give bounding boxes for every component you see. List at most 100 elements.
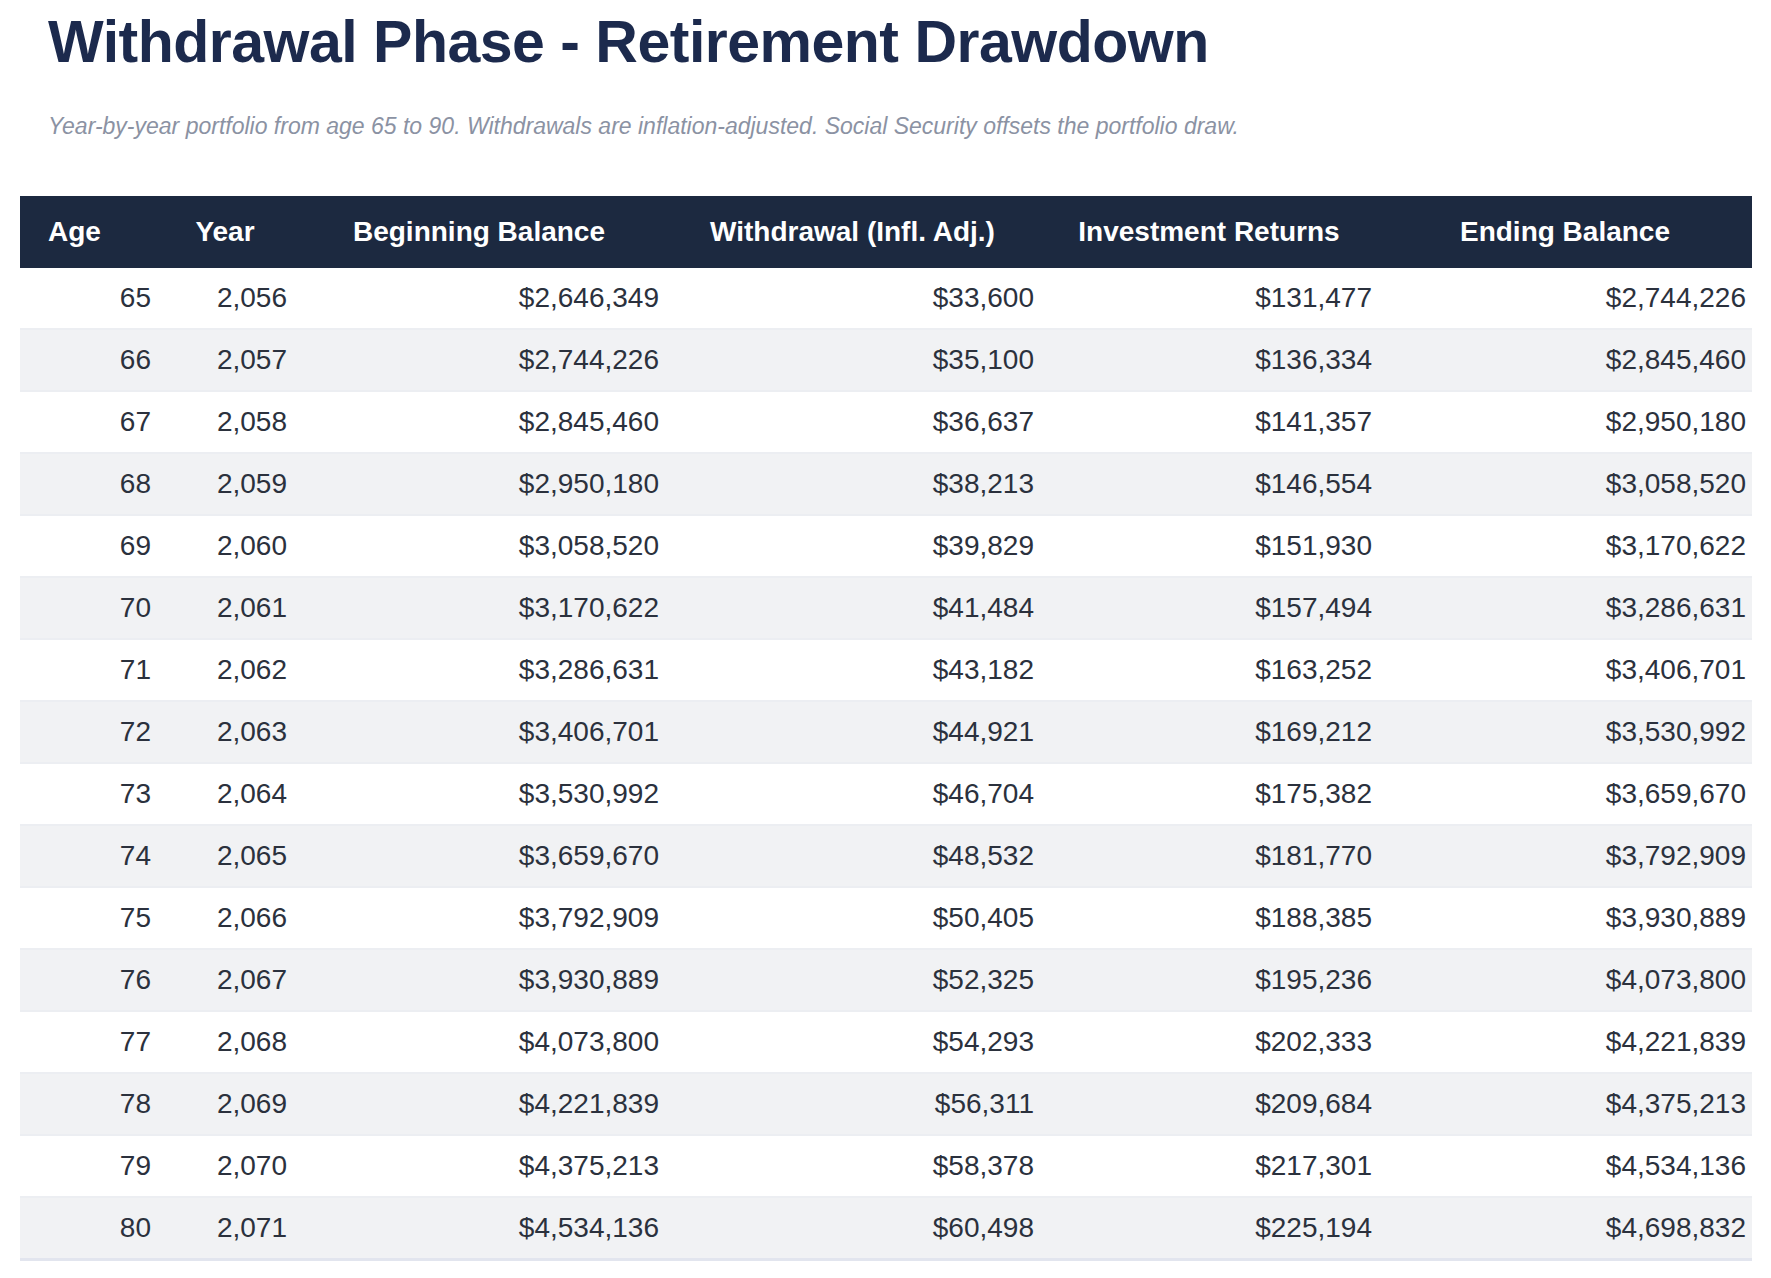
cell-withdrawal: $60,498 (665, 1197, 1040, 1260)
cell-ending-balance: $3,792,909 (1378, 825, 1752, 887)
cell-investment-returns: $188,385 (1040, 887, 1378, 949)
column-header-investment-returns: Investment Returns (1040, 196, 1378, 268)
cell-withdrawal: $44,921 (665, 701, 1040, 763)
cell-withdrawal: $41,484 (665, 577, 1040, 639)
cell-investment-returns: $202,333 (1040, 1011, 1378, 1073)
cell-withdrawal: $43,182 (665, 639, 1040, 701)
cell-age: 67 (20, 391, 157, 453)
cell-beginning-balance: $3,930,889 (293, 949, 665, 1011)
cell-year: 2,058 (157, 391, 293, 453)
table-row: 752,066$3,792,909$50,405$188,385$3,930,8… (20, 887, 1752, 949)
cell-age: 66 (20, 329, 157, 391)
cell-age: 73 (20, 763, 157, 825)
cell-beginning-balance: $3,406,701 (293, 701, 665, 763)
cell-ending-balance: $3,406,701 (1378, 639, 1752, 701)
cell-withdrawal: $58,378 (665, 1135, 1040, 1197)
cell-investment-returns: $141,357 (1040, 391, 1378, 453)
table-row: 782,069$4,221,839$56,311$209,684$4,375,2… (20, 1073, 1752, 1135)
cell-ending-balance: $2,950,180 (1378, 391, 1752, 453)
cell-withdrawal: $52,325 (665, 949, 1040, 1011)
table-row: 742,065$3,659,670$48,532$181,770$3,792,9… (20, 825, 1752, 887)
column-header-beginning-balance: Beginning Balance (293, 196, 665, 268)
cell-investment-returns: $163,252 (1040, 639, 1378, 701)
page-subtitle: Year-by-year portfolio from age 65 to 90… (48, 113, 1771, 139)
cell-year: 2,071 (157, 1197, 293, 1260)
cell-year: 2,057 (157, 329, 293, 391)
cell-year: 2,064 (157, 763, 293, 825)
cell-beginning-balance: $3,530,992 (293, 763, 665, 825)
cell-investment-returns: $136,334 (1040, 329, 1378, 391)
cell-investment-returns: $151,930 (1040, 515, 1378, 577)
cell-ending-balance: $3,170,622 (1378, 515, 1752, 577)
column-header-year: Year (157, 196, 293, 268)
cell-age: 74 (20, 825, 157, 887)
cell-year: 2,056 (157, 268, 293, 329)
cell-ending-balance: $4,073,800 (1378, 949, 1752, 1011)
page-title: Withdrawal Phase - Retirement Drawdown (0, 0, 1771, 75)
cell-ending-balance: $2,845,460 (1378, 329, 1752, 391)
cell-beginning-balance: $2,744,226 (293, 329, 665, 391)
cell-beginning-balance: $3,058,520 (293, 515, 665, 577)
cell-beginning-balance: $3,659,670 (293, 825, 665, 887)
cell-year: 2,059 (157, 453, 293, 515)
cell-age: 79 (20, 1135, 157, 1197)
cell-year: 2,063 (157, 701, 293, 763)
column-header-withdrawal: Withdrawal (Infl. Adj.) (665, 196, 1040, 268)
table-row: 712,062$3,286,631$43,182$163,252$3,406,7… (20, 639, 1752, 701)
cell-beginning-balance: $3,792,909 (293, 887, 665, 949)
cell-age: 65 (20, 268, 157, 329)
table-row: 672,058$2,845,460$36,637$141,357$2,950,1… (20, 391, 1752, 453)
cell-year: 2,066 (157, 887, 293, 949)
cell-withdrawal: $33,600 (665, 268, 1040, 329)
cell-ending-balance: $3,058,520 (1378, 453, 1752, 515)
table-row: 732,064$3,530,992$46,704$175,382$3,659,6… (20, 763, 1752, 825)
cell-beginning-balance: $2,646,349 (293, 268, 665, 329)
cell-year: 2,069 (157, 1073, 293, 1135)
cell-withdrawal: $35,100 (665, 329, 1040, 391)
cell-ending-balance: $3,930,889 (1378, 887, 1752, 949)
cell-ending-balance: $4,534,136 (1378, 1135, 1752, 1197)
table-row: 682,059$2,950,180$38,213$146,554$3,058,5… (20, 453, 1752, 515)
cell-investment-returns: $209,684 (1040, 1073, 1378, 1135)
table-row: 802,071$4,534,136$60,498$225,194$4,698,8… (20, 1197, 1752, 1260)
cell-withdrawal: $36,637 (665, 391, 1040, 453)
cell-withdrawal: $48,532 (665, 825, 1040, 887)
cell-year: 2,061 (157, 577, 293, 639)
cell-withdrawal: $46,704 (665, 763, 1040, 825)
table-row: 722,063$3,406,701$44,921$169,212$3,530,9… (20, 701, 1752, 763)
column-header-age: Age (20, 196, 157, 268)
cell-year: 2,065 (157, 825, 293, 887)
cell-beginning-balance: $4,375,213 (293, 1135, 665, 1197)
cell-beginning-balance: $3,170,622 (293, 577, 665, 639)
drawdown-table: AgeYearBeginning BalanceWithdrawal (Infl… (20, 196, 1752, 1261)
table-row: 702,061$3,170,622$41,484$157,494$3,286,6… (20, 577, 1752, 639)
cell-withdrawal: $54,293 (665, 1011, 1040, 1073)
cell-investment-returns: $225,194 (1040, 1197, 1378, 1260)
cell-withdrawal: $38,213 (665, 453, 1040, 515)
cell-ending-balance: $3,530,992 (1378, 701, 1752, 763)
table-row: 652,056$2,646,349$33,600$131,477$2,744,2… (20, 268, 1752, 329)
cell-ending-balance: $4,221,839 (1378, 1011, 1752, 1073)
cell-beginning-balance: $2,845,460 (293, 391, 665, 453)
retirement-drawdown-page: Withdrawal Phase - Retirement Drawdown Y… (0, 0, 1771, 1278)
cell-ending-balance: $3,286,631 (1378, 577, 1752, 639)
cell-investment-returns: $169,212 (1040, 701, 1378, 763)
table-row: 692,060$3,058,520$39,829$151,930$3,170,6… (20, 515, 1752, 577)
cell-investment-returns: $157,494 (1040, 577, 1378, 639)
cell-investment-returns: $195,236 (1040, 949, 1378, 1011)
cell-age: 80 (20, 1197, 157, 1260)
cell-year: 2,060 (157, 515, 293, 577)
cell-age: 77 (20, 1011, 157, 1073)
cell-age: 72 (20, 701, 157, 763)
table-row: 662,057$2,744,226$35,100$136,334$2,845,4… (20, 329, 1752, 391)
cell-age: 68 (20, 453, 157, 515)
cell-beginning-balance: $4,534,136 (293, 1197, 665, 1260)
table-row: 772,068$4,073,800$54,293$202,333$4,221,8… (20, 1011, 1752, 1073)
cell-investment-returns: $181,770 (1040, 825, 1378, 887)
cell-investment-returns: $146,554 (1040, 453, 1378, 515)
cell-age: 76 (20, 949, 157, 1011)
cell-ending-balance: $4,698,832 (1378, 1197, 1752, 1260)
header-row: AgeYearBeginning BalanceWithdrawal (Infl… (20, 196, 1752, 268)
cell-beginning-balance: $2,950,180 (293, 453, 665, 515)
cell-withdrawal: $39,829 (665, 515, 1040, 577)
